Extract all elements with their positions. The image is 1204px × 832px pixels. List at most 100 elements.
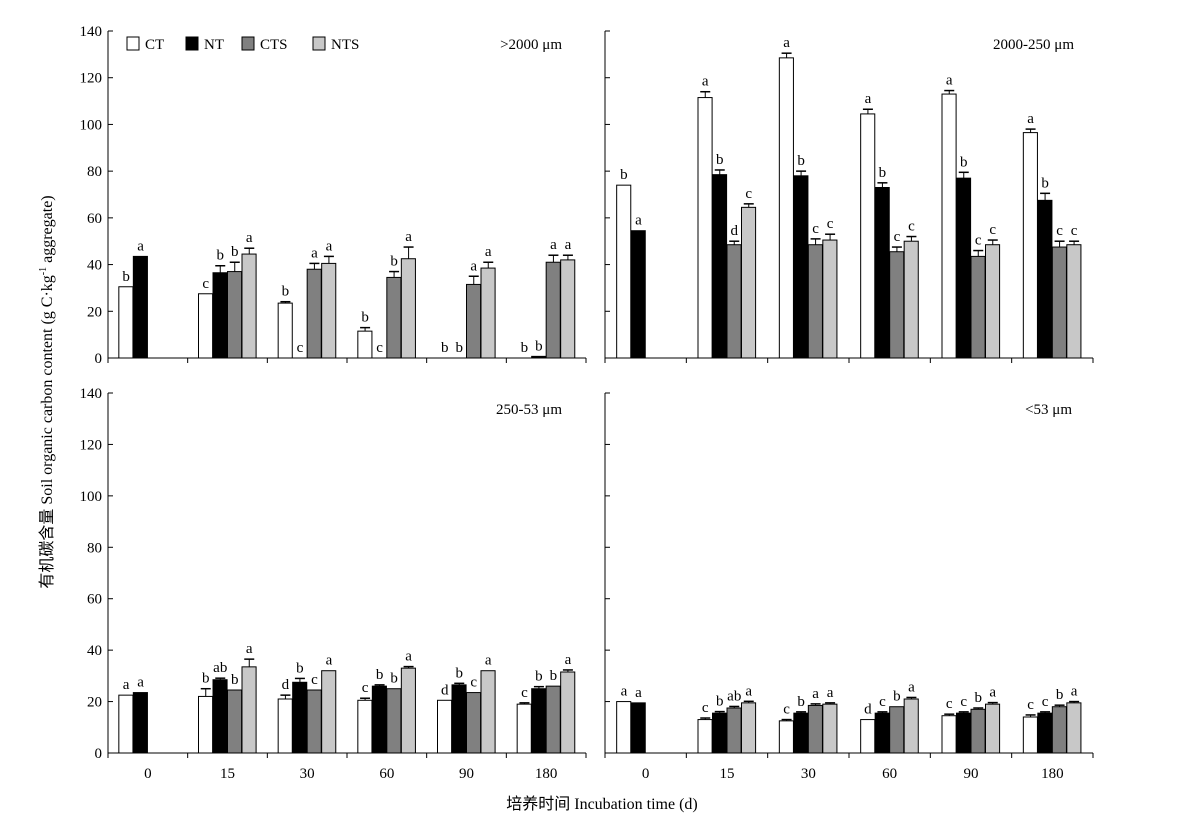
significance-letter: b — [975, 690, 983, 706]
bar-cts — [386, 688, 402, 754]
bar-cts — [1051, 706, 1067, 754]
y-tick-label: 140 — [80, 24, 103, 40]
significance-letter: b — [122, 269, 130, 285]
significance-letter: a — [946, 73, 953, 89]
significance-letter: a — [565, 652, 572, 668]
y-tick-label: 0 — [95, 351, 103, 367]
legend-swatch-ct — [126, 36, 140, 51]
bar-ct — [357, 330, 373, 359]
significance-letter: c — [908, 219, 915, 235]
significance-letter: b — [217, 248, 225, 264]
y-tick-label: 20 — [87, 304, 102, 320]
bar-ct — [616, 701, 632, 754]
bar-ct — [198, 695, 214, 754]
significance-letter: a — [405, 649, 412, 665]
y-tick-label: 140 — [80, 386, 103, 402]
significance-letter: a — [405, 229, 412, 245]
bar-cts — [889, 706, 905, 754]
bar-ct — [1022, 132, 1038, 359]
significance-letter: b — [550, 668, 558, 684]
significance-letter: a — [137, 675, 144, 691]
x-tick-label: 0 — [642, 766, 650, 782]
legend-label-nt: NT — [204, 37, 224, 53]
bar-nt — [1037, 712, 1053, 754]
panel-3: 0 20 40 60 80 100 120 140 0 15 30 60 90 180 250-53 μm a… — [80, 386, 587, 782]
bar-cts — [807, 704, 823, 754]
significance-letter: c — [745, 186, 752, 202]
significance-letter: b — [716, 694, 724, 710]
significance-letter: c — [989, 222, 996, 238]
x-tick-label: 30 — [801, 766, 816, 782]
bar-ct — [516, 703, 532, 754]
significance-letter: a — [326, 653, 333, 669]
significance-letter: b — [797, 153, 805, 169]
significance-letter: a — [635, 685, 642, 701]
bar-ct — [697, 97, 713, 359]
legend-label-cts: CTS — [260, 37, 288, 53]
bar-nts — [985, 703, 1001, 754]
panel-4: 0 15 30 60 90 180<53 μma ac b ab ac b a ad c bac c b ac c b… — [604, 392, 1094, 782]
y-tick-label: 40 — [87, 643, 102, 659]
significance-letter: c — [311, 672, 318, 688]
bar-nts — [400, 258, 416, 359]
bar-nt — [793, 712, 809, 754]
bar-cts — [306, 689, 322, 754]
significance-letter: c — [376, 340, 383, 356]
bar-nt — [630, 230, 646, 359]
y-tick-label: 100 — [80, 117, 103, 133]
bar-ct — [437, 699, 453, 754]
significance-letter: c — [297, 340, 304, 356]
bar-ct — [778, 57, 794, 359]
legend-swatch-cts — [241, 36, 255, 51]
bar-nts — [321, 670, 337, 754]
bar-cts — [726, 244, 742, 359]
bar-nt — [132, 692, 148, 754]
panel-size-label: <53 μm — [1025, 402, 1072, 418]
significance-letter: b — [893, 689, 901, 705]
bar-ct — [357, 699, 373, 754]
bar-ct — [198, 293, 214, 359]
significance-letter: a — [550, 237, 557, 253]
bar-nts — [560, 671, 576, 754]
bar-nt — [212, 272, 228, 359]
significance-letter: b — [441, 340, 449, 356]
bar-cts — [466, 283, 482, 359]
bar-ct — [277, 302, 293, 359]
bar-nts — [560, 259, 576, 359]
bar-nts — [241, 666, 257, 754]
significance-letter: d — [441, 682, 449, 698]
bar-cts — [227, 271, 243, 359]
bar-nts — [741, 702, 757, 754]
significance-letter: c — [470, 675, 477, 691]
x-tick-label: 60 — [379, 766, 394, 782]
bar-ct — [778, 720, 794, 754]
significance-letter: a — [989, 685, 996, 701]
bar-nts — [480, 670, 496, 754]
significance-letter: a — [1027, 111, 1034, 127]
bar-nt — [630, 702, 646, 754]
bar-cts — [227, 689, 243, 754]
legend: CT NT CTS NTS — [126, 36, 359, 53]
x-tick-label: 60 — [882, 766, 897, 782]
bar-cts — [807, 244, 823, 359]
bar-nts — [1066, 244, 1082, 359]
significance-letter: d — [864, 702, 872, 718]
significance-letter: a — [745, 683, 752, 699]
x-tick-label: 15 — [220, 766, 235, 782]
significance-letter: b — [535, 669, 543, 685]
bar-nt — [874, 712, 890, 754]
bar-cts — [545, 685, 561, 754]
significance-letter: c — [1071, 223, 1078, 239]
significance-letter: b — [282, 284, 290, 300]
significance-letter: b — [390, 254, 398, 270]
bar-cts — [466, 692, 482, 754]
bar-nts — [400, 667, 416, 754]
significance-letter: ab — [213, 660, 227, 676]
bar-ct — [697, 719, 713, 754]
significance-letter: b — [231, 244, 239, 260]
bar-nt — [371, 685, 387, 754]
significance-letter: ab — [727, 688, 741, 704]
x-axis-title: 培养时间 Incubation time (d) — [506, 795, 698, 813]
